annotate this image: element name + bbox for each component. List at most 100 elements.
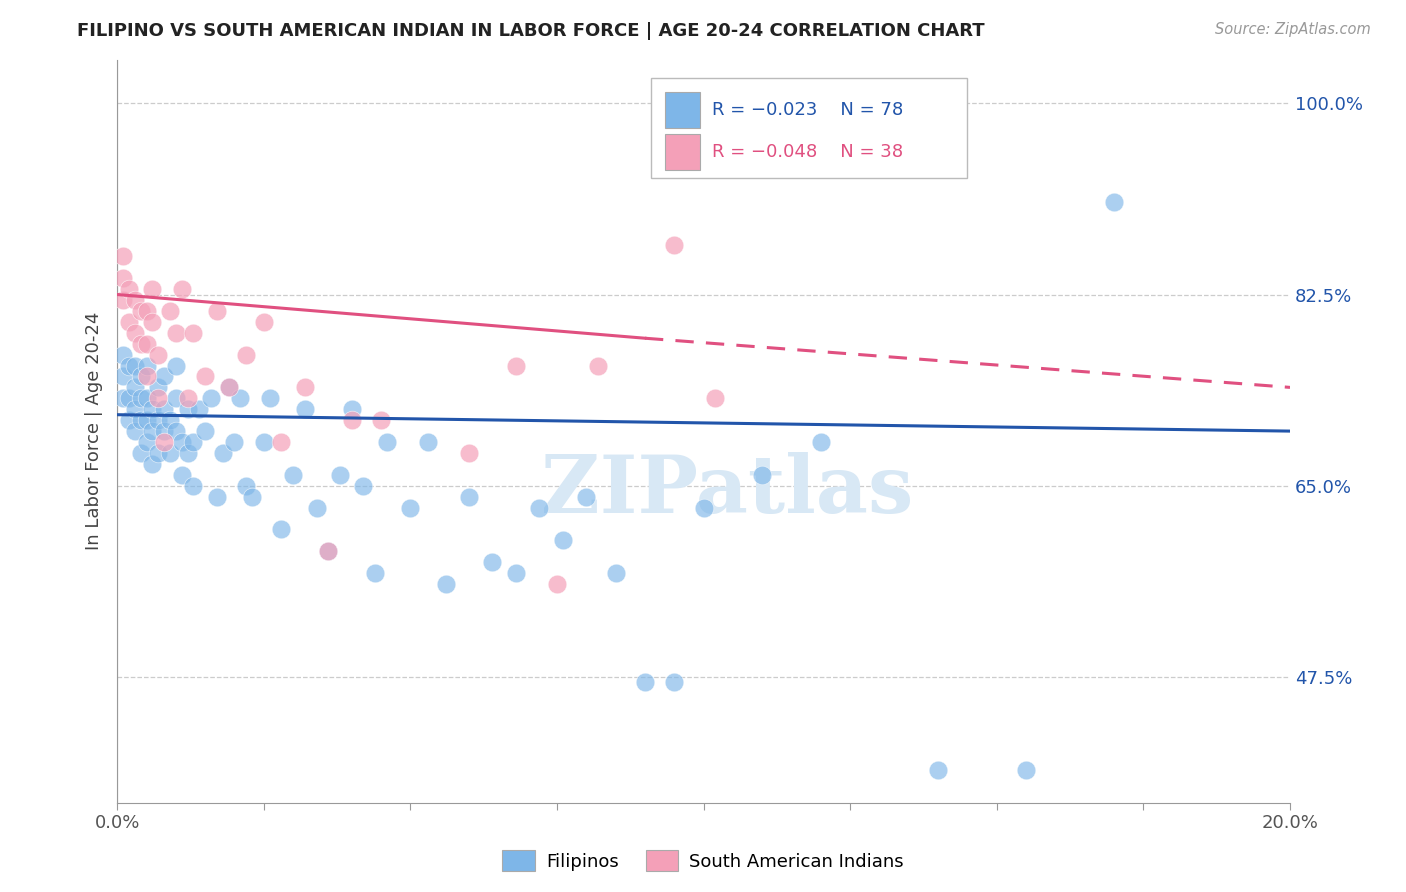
Point: [294, 380, 316, 394]
Point: [434, 577, 457, 591]
Point: [751, 467, 773, 482]
Point: [235, 348, 257, 362]
Point: [165, 326, 187, 340]
Point: [141, 402, 163, 417]
Point: [129, 446, 152, 460]
Point: [505, 359, 527, 373]
Point: [118, 413, 141, 427]
Point: [634, 675, 657, 690]
Point: [183, 435, 205, 450]
Point: [458, 446, 481, 460]
Point: [135, 392, 157, 406]
Legend: Filipinos, South American Indians: Filipinos, South American Indians: [495, 843, 911, 879]
Point: [148, 413, 170, 427]
Point: [375, 435, 398, 450]
Point: [218, 380, 240, 394]
Point: [183, 479, 205, 493]
Point: [112, 293, 135, 307]
Point: [118, 359, 141, 373]
Point: [194, 369, 217, 384]
Y-axis label: In Labor Force | Age 20-24: In Labor Force | Age 20-24: [86, 312, 103, 550]
FancyBboxPatch shape: [665, 134, 700, 169]
Point: [135, 304, 157, 318]
Point: [112, 348, 135, 362]
Point: [458, 490, 481, 504]
Point: [218, 380, 240, 394]
Point: [112, 271, 135, 285]
Point: [118, 392, 141, 406]
Point: [1102, 194, 1125, 209]
Point: [188, 402, 211, 417]
Point: [148, 380, 170, 394]
Point: [124, 326, 146, 340]
Point: [124, 380, 146, 394]
Point: [153, 424, 176, 438]
Point: [176, 402, 198, 417]
Point: [481, 555, 503, 569]
Point: [205, 304, 228, 318]
Point: [416, 435, 439, 450]
Point: [305, 500, 328, 515]
Point: [176, 392, 198, 406]
Point: [200, 392, 222, 406]
Point: [259, 392, 281, 406]
Point: [148, 446, 170, 460]
Point: [211, 446, 233, 460]
Text: FILIPINO VS SOUTH AMERICAN INDIAN IN LABOR FORCE | AGE 20-24 CORRELATION CHART: FILIPINO VS SOUTH AMERICAN INDIAN IN LAB…: [77, 22, 986, 40]
Point: [235, 479, 257, 493]
Point: [316, 544, 339, 558]
Point: [124, 402, 146, 417]
Point: [194, 424, 217, 438]
Point: [135, 359, 157, 373]
Point: [124, 359, 146, 373]
Point: [170, 467, 193, 482]
Point: [148, 348, 170, 362]
Point: [810, 435, 832, 450]
Point: [129, 369, 152, 384]
Point: [340, 402, 363, 417]
Point: [586, 359, 609, 373]
Point: [605, 566, 627, 581]
Point: [153, 402, 176, 417]
Point: [129, 413, 152, 427]
Point: [1015, 763, 1038, 777]
Point: [124, 293, 146, 307]
Point: [165, 392, 187, 406]
Point: [253, 315, 276, 329]
Point: [927, 763, 949, 777]
Point: [170, 435, 193, 450]
Point: [148, 392, 170, 406]
Point: [165, 359, 187, 373]
Point: [170, 282, 193, 296]
Point: [704, 392, 727, 406]
Point: [135, 435, 157, 450]
Point: [129, 392, 152, 406]
Point: [141, 282, 163, 296]
Point: [364, 566, 387, 581]
Point: [118, 282, 141, 296]
Point: [135, 336, 157, 351]
Point: [370, 413, 392, 427]
Point: [176, 446, 198, 460]
Point: [529, 500, 551, 515]
Point: [153, 369, 176, 384]
Point: [294, 402, 316, 417]
Point: [205, 490, 228, 504]
Point: [229, 392, 252, 406]
Point: [353, 479, 375, 493]
Point: [281, 467, 304, 482]
Point: [141, 315, 163, 329]
Point: [551, 533, 574, 548]
FancyBboxPatch shape: [651, 78, 967, 178]
FancyBboxPatch shape: [665, 92, 700, 128]
Text: Source: ZipAtlas.com: Source: ZipAtlas.com: [1215, 22, 1371, 37]
Text: ZIPatlas: ZIPatlas: [541, 451, 912, 530]
Point: [141, 424, 163, 438]
Point: [159, 304, 181, 318]
Point: [240, 490, 263, 504]
Point: [159, 413, 181, 427]
Point: [270, 523, 292, 537]
Point: [118, 315, 141, 329]
Point: [329, 467, 352, 482]
Point: [340, 413, 363, 427]
